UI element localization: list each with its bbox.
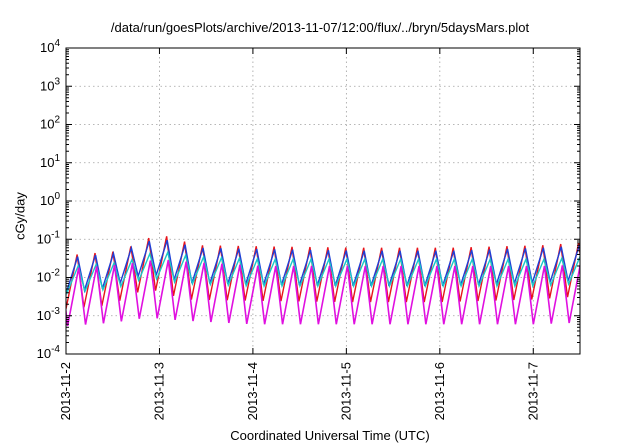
y-tick-label: 10-1 <box>37 229 61 246</box>
grid-lines <box>65 47 580 355</box>
x-axis-ticks: 2013-11-2 2013-11-3 2013-11-4 2013-11-5 2013… <box>58 48 540 420</box>
y-tick-label: 10-2 <box>37 268 61 285</box>
series-line <box>66 249 580 295</box>
x-tick-label: 2013-11-6 <box>432 362 447 420</box>
chart-title: /data/run/goesPlots/archive/2013-11-07/1… <box>110 20 530 35</box>
y-axis-ticks: 10-4 10-3 10-2 10-1 100 101 102 103 104 <box>37 38 580 361</box>
y-tick-label: 10-3 <box>37 306 61 323</box>
x-tick-label: 2013-11-4 <box>245 362 260 420</box>
series-line <box>66 239 580 294</box>
y-tick-label: 102 <box>40 115 60 132</box>
y-tick-label: 10-4 <box>37 344 61 361</box>
y-tick-label: 104 <box>40 38 60 55</box>
y-tick-label: 101 <box>40 153 60 170</box>
y-tick-label: 103 <box>40 76 60 93</box>
x-tick-label: 2013-11-2 <box>58 362 73 420</box>
y-tick-label: 100 <box>40 191 60 208</box>
x-tick-label: 2013-11-7 <box>525 362 540 420</box>
x-tick-label: 2013-11-5 <box>338 362 353 420</box>
series-line <box>66 259 580 327</box>
x-tick-label: 2013-11-3 <box>151 362 166 420</box>
x-axis-label: Coordinated Universal Time (UTC) <box>230 428 430 443</box>
plot-series <box>66 236 580 327</box>
